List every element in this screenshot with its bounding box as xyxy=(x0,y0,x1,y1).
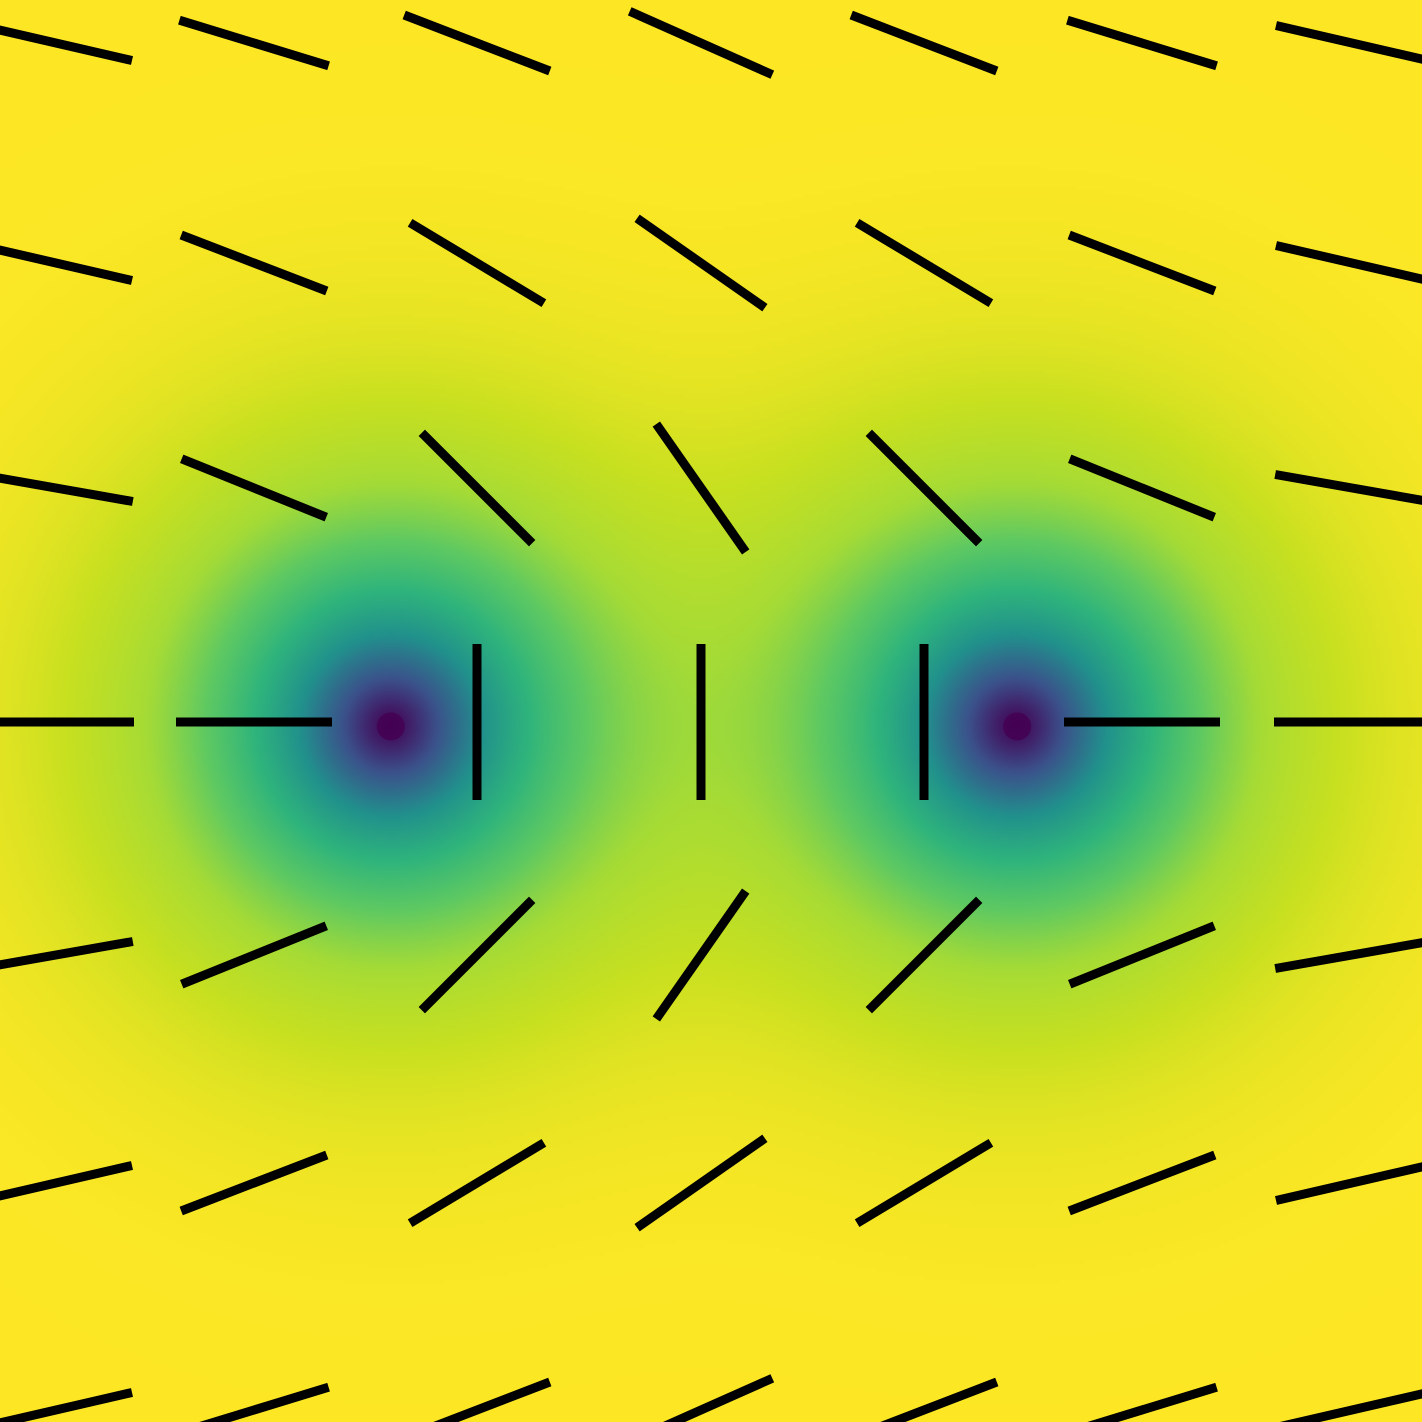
director-segments xyxy=(0,7,1422,1422)
director-segment-r2-c0 xyxy=(0,473,134,506)
director-segment-r5-c3 xyxy=(634,1134,768,1232)
defect-core-right xyxy=(1003,712,1032,741)
director-segment-r1-c4 xyxy=(854,218,994,308)
director-segment-r2-c2 xyxy=(418,429,536,547)
director-segment-r6-c3 xyxy=(662,1374,775,1422)
director-segment-r2-c3 xyxy=(652,421,750,555)
director-segment-r5-c1 xyxy=(179,1150,329,1216)
director-segment-r1-c6 xyxy=(1274,241,1422,284)
director-segment-r0-c5 xyxy=(1066,15,1218,71)
director-segment-r0-c3 xyxy=(627,7,775,79)
director-segment-r5-c2 xyxy=(407,1138,547,1228)
director-segment-r0-c1 xyxy=(178,15,330,71)
director-segment-r4-c1 xyxy=(180,921,328,989)
director-segment-r6-c1 xyxy=(199,1382,330,1422)
director-segment-r2-c4 xyxy=(865,429,983,547)
director-segment-r1-c0 xyxy=(0,245,134,285)
director-segment-r4-c3 xyxy=(652,888,750,1022)
director-segment-r6-c4 xyxy=(880,1377,999,1422)
director-segment-r5-c5 xyxy=(1067,1150,1217,1216)
director-segment-r5-c0 xyxy=(0,1161,134,1201)
director-segment-r4-c2 xyxy=(418,896,536,1014)
director-segment-r4-c4 xyxy=(865,896,983,1014)
director-segment-r0-c2 xyxy=(402,10,552,76)
director-segment-r4-c0 xyxy=(0,937,134,970)
director-segment-r2-c5 xyxy=(1068,454,1216,522)
director-segment-r6-c5 xyxy=(1087,1382,1218,1422)
director-segment-r2-c6 xyxy=(1274,470,1422,505)
director-segment-r4-c6 xyxy=(1274,938,1422,973)
director-segment-r1-c5 xyxy=(1067,230,1217,296)
director-segment-r0-c6 xyxy=(1274,21,1422,64)
director-segment-r5-c6 xyxy=(1274,1162,1422,1205)
director-segment-r5-c4 xyxy=(854,1138,994,1228)
director-segment-r1-c3 xyxy=(634,214,768,312)
defect-core-left xyxy=(376,712,405,741)
director-segment-r4-c5 xyxy=(1068,921,1216,989)
director-segment-r1-c2 xyxy=(407,218,547,308)
director-segment-r1-c1 xyxy=(179,230,329,296)
director-segment-r0-c0 xyxy=(0,25,134,65)
director-segment-r6-c2 xyxy=(433,1377,552,1422)
director-segment-r0-c4 xyxy=(849,10,999,76)
director-segment-r2-c1 xyxy=(180,454,328,522)
